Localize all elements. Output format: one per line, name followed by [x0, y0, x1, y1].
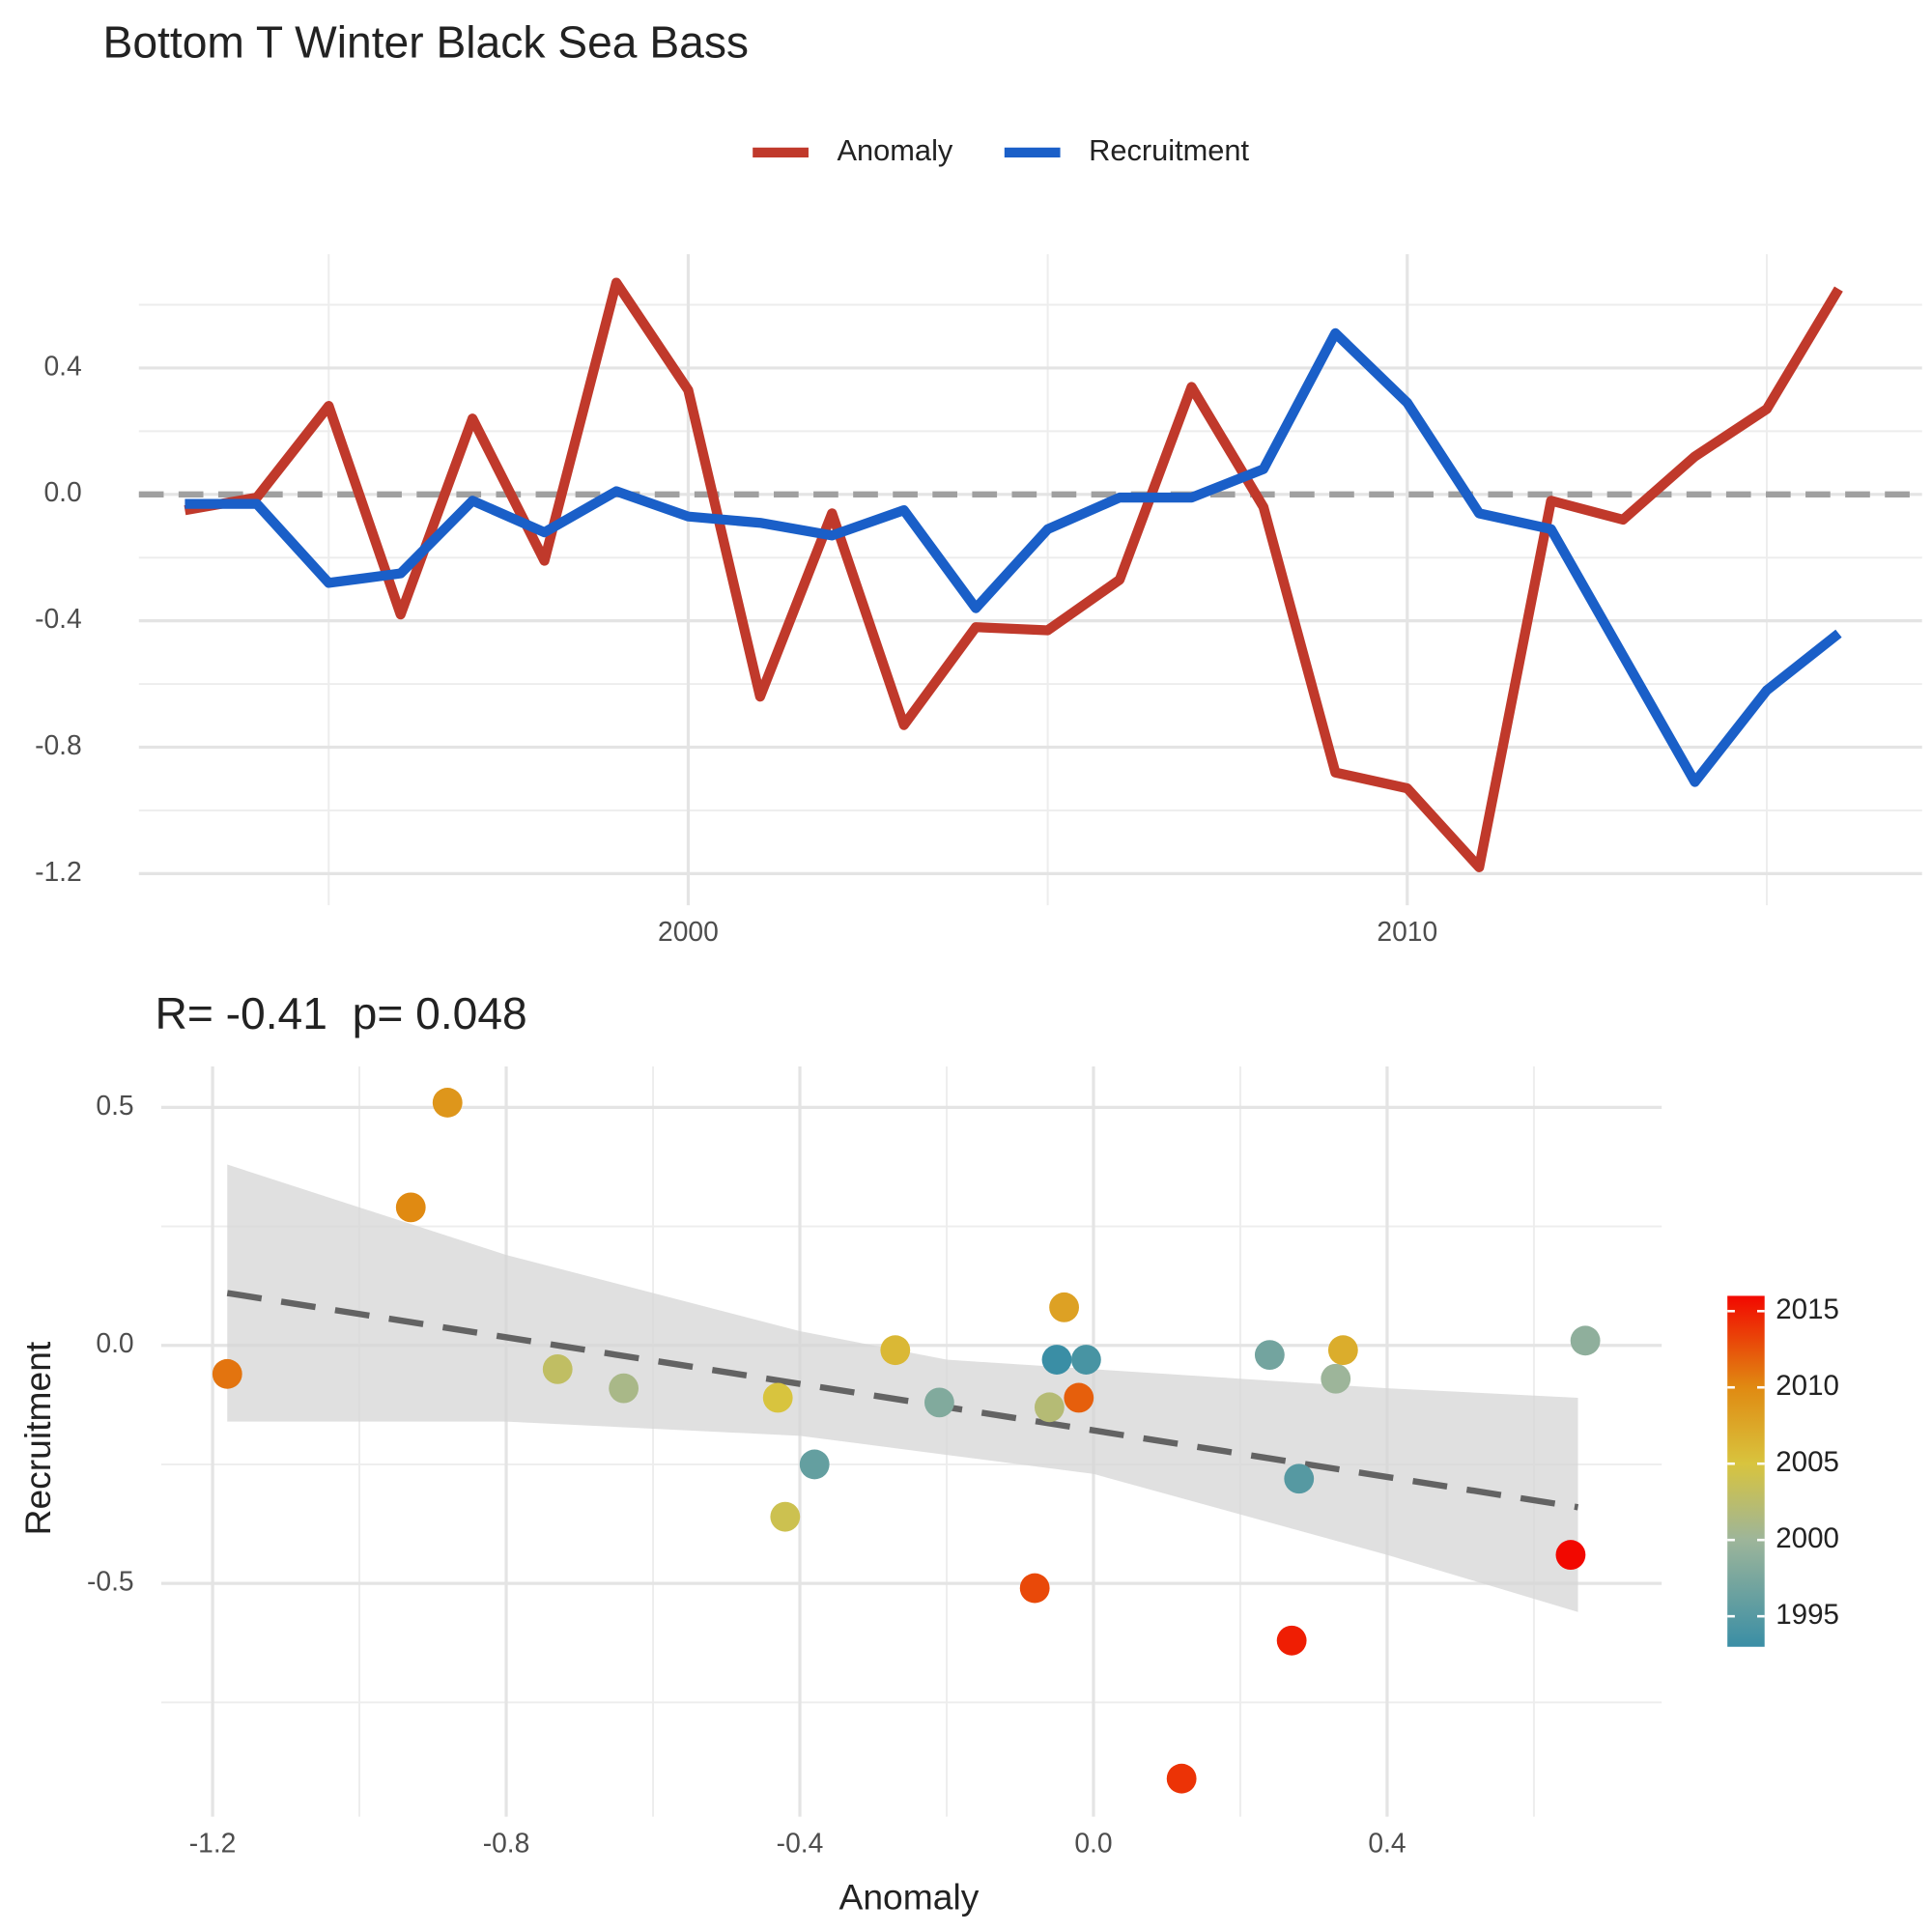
- scatter-point: [923, 1387, 954, 1418]
- scatter-point: [1166, 1763, 1197, 1794]
- scatter-point: [1327, 1335, 1358, 1366]
- scatter-point: [1049, 1292, 1079, 1322]
- chart-title: Bottom T Winter Black Sea Bass: [103, 17, 750, 68]
- x-axis-title: Anomaly: [839, 1876, 980, 1917]
- scatter-point: [432, 1088, 463, 1118]
- scatter-point: [542, 1353, 573, 1384]
- y-axis-title: Recruitment: [17, 1341, 58, 1535]
- scatter-point: [880, 1335, 911, 1366]
- scatter-point: [1254, 1340, 1285, 1371]
- scatter-point: [770, 1501, 801, 1532]
- scatter-point: [1570, 1325, 1601, 1356]
- colorbar-label: 2015: [1776, 1293, 1839, 1325]
- x-tick-label: -1.2: [189, 1828, 237, 1859]
- scatter-point: [1041, 1345, 1072, 1375]
- legend-label: Anomaly: [837, 133, 952, 167]
- colorbar-label: 1995: [1776, 1599, 1839, 1631]
- scatter-point: [799, 1449, 830, 1480]
- x-tick-label: 2000: [658, 916, 719, 947]
- scatter-point: [1034, 1392, 1065, 1423]
- scatter-point: [395, 1192, 426, 1223]
- y-tick-label: 0.5: [96, 1090, 133, 1121]
- y-tick-label: 0.0: [96, 1327, 133, 1358]
- scatter-point: [762, 1382, 793, 1413]
- series-line: [184, 277, 1843, 872]
- colorbar: [1727, 1295, 1765, 1647]
- scatter-point: [1555, 1540, 1586, 1570]
- scatter-point: [1321, 1363, 1351, 1394]
- scatter-point: [1276, 1625, 1307, 1656]
- scatter-point: [609, 1373, 639, 1404]
- series-line: [185, 327, 1842, 787]
- y-tick-label: -0.5: [87, 1566, 134, 1597]
- x-tick-label: -0.4: [777, 1828, 824, 1859]
- x-tick-label: 2010: [1377, 916, 1437, 947]
- x-tick-label: 0.0: [1074, 1828, 1112, 1859]
- scatter-point: [1284, 1463, 1315, 1494]
- y-tick-label: 0.4: [43, 350, 81, 381]
- scatter-point: [1019, 1573, 1050, 1604]
- x-tick-label: 0.4: [1368, 1828, 1406, 1859]
- colorbar-label: 2005: [1776, 1446, 1839, 1478]
- scatter-point: [1070, 1345, 1101, 1375]
- y-tick-label: -0.4: [35, 603, 82, 634]
- colorbar-label: 2010: [1776, 1370, 1839, 1402]
- legend-label: Recruitment: [1089, 133, 1249, 167]
- scatter-point: [1064, 1382, 1094, 1413]
- x-tick-label: -0.8: [483, 1828, 530, 1859]
- y-tick-label: -0.8: [35, 729, 82, 760]
- fit-line: [226, 1290, 1579, 1511]
- scatter-point: [212, 1358, 242, 1389]
- scatter-subtitle: R= -0.41 p= 0.048: [155, 988, 526, 1038]
- y-tick-label: 0.0: [43, 476, 81, 507]
- colorbar-label: 2000: [1776, 1522, 1839, 1554]
- y-tick-label: -1.2: [35, 856, 82, 887]
- confidence-band: [227, 1164, 1578, 1612]
